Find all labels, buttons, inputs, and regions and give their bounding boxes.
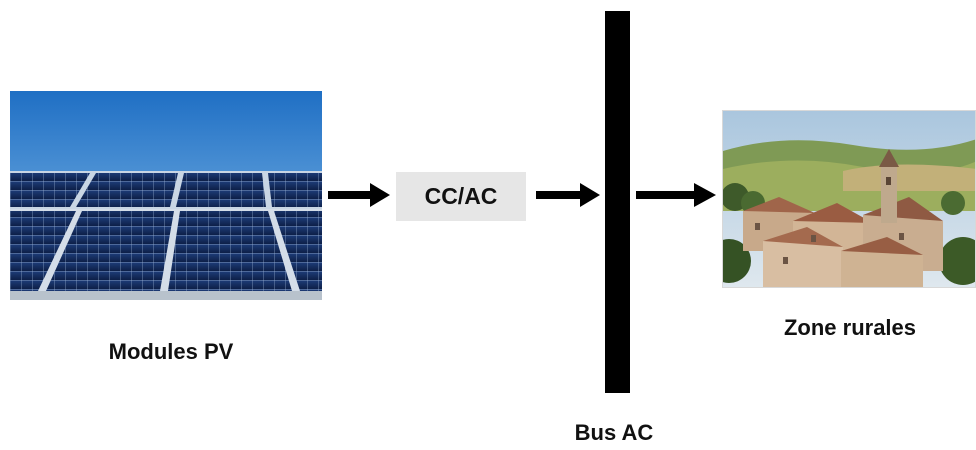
zone-rurales-label: Zone rurales — [783, 315, 917, 340]
village-illustration — [723, 111, 975, 287]
ac-bus-bar — [605, 11, 630, 393]
bus-ac-label: Bus AC — [574, 420, 654, 445]
solar-panel-image — [10, 91, 322, 300]
arrow-to-bus — [536, 183, 600, 207]
modules-pv-label: Modules PV — [108, 339, 234, 364]
village-image — [722, 110, 976, 288]
converter-label: CC/AC — [424, 183, 498, 209]
arrow-to-converter — [328, 183, 390, 207]
solar-panel-illustration — [10, 91, 322, 300]
arrow-to-load — [636, 183, 716, 207]
converter-box: CC/AC — [396, 172, 526, 221]
